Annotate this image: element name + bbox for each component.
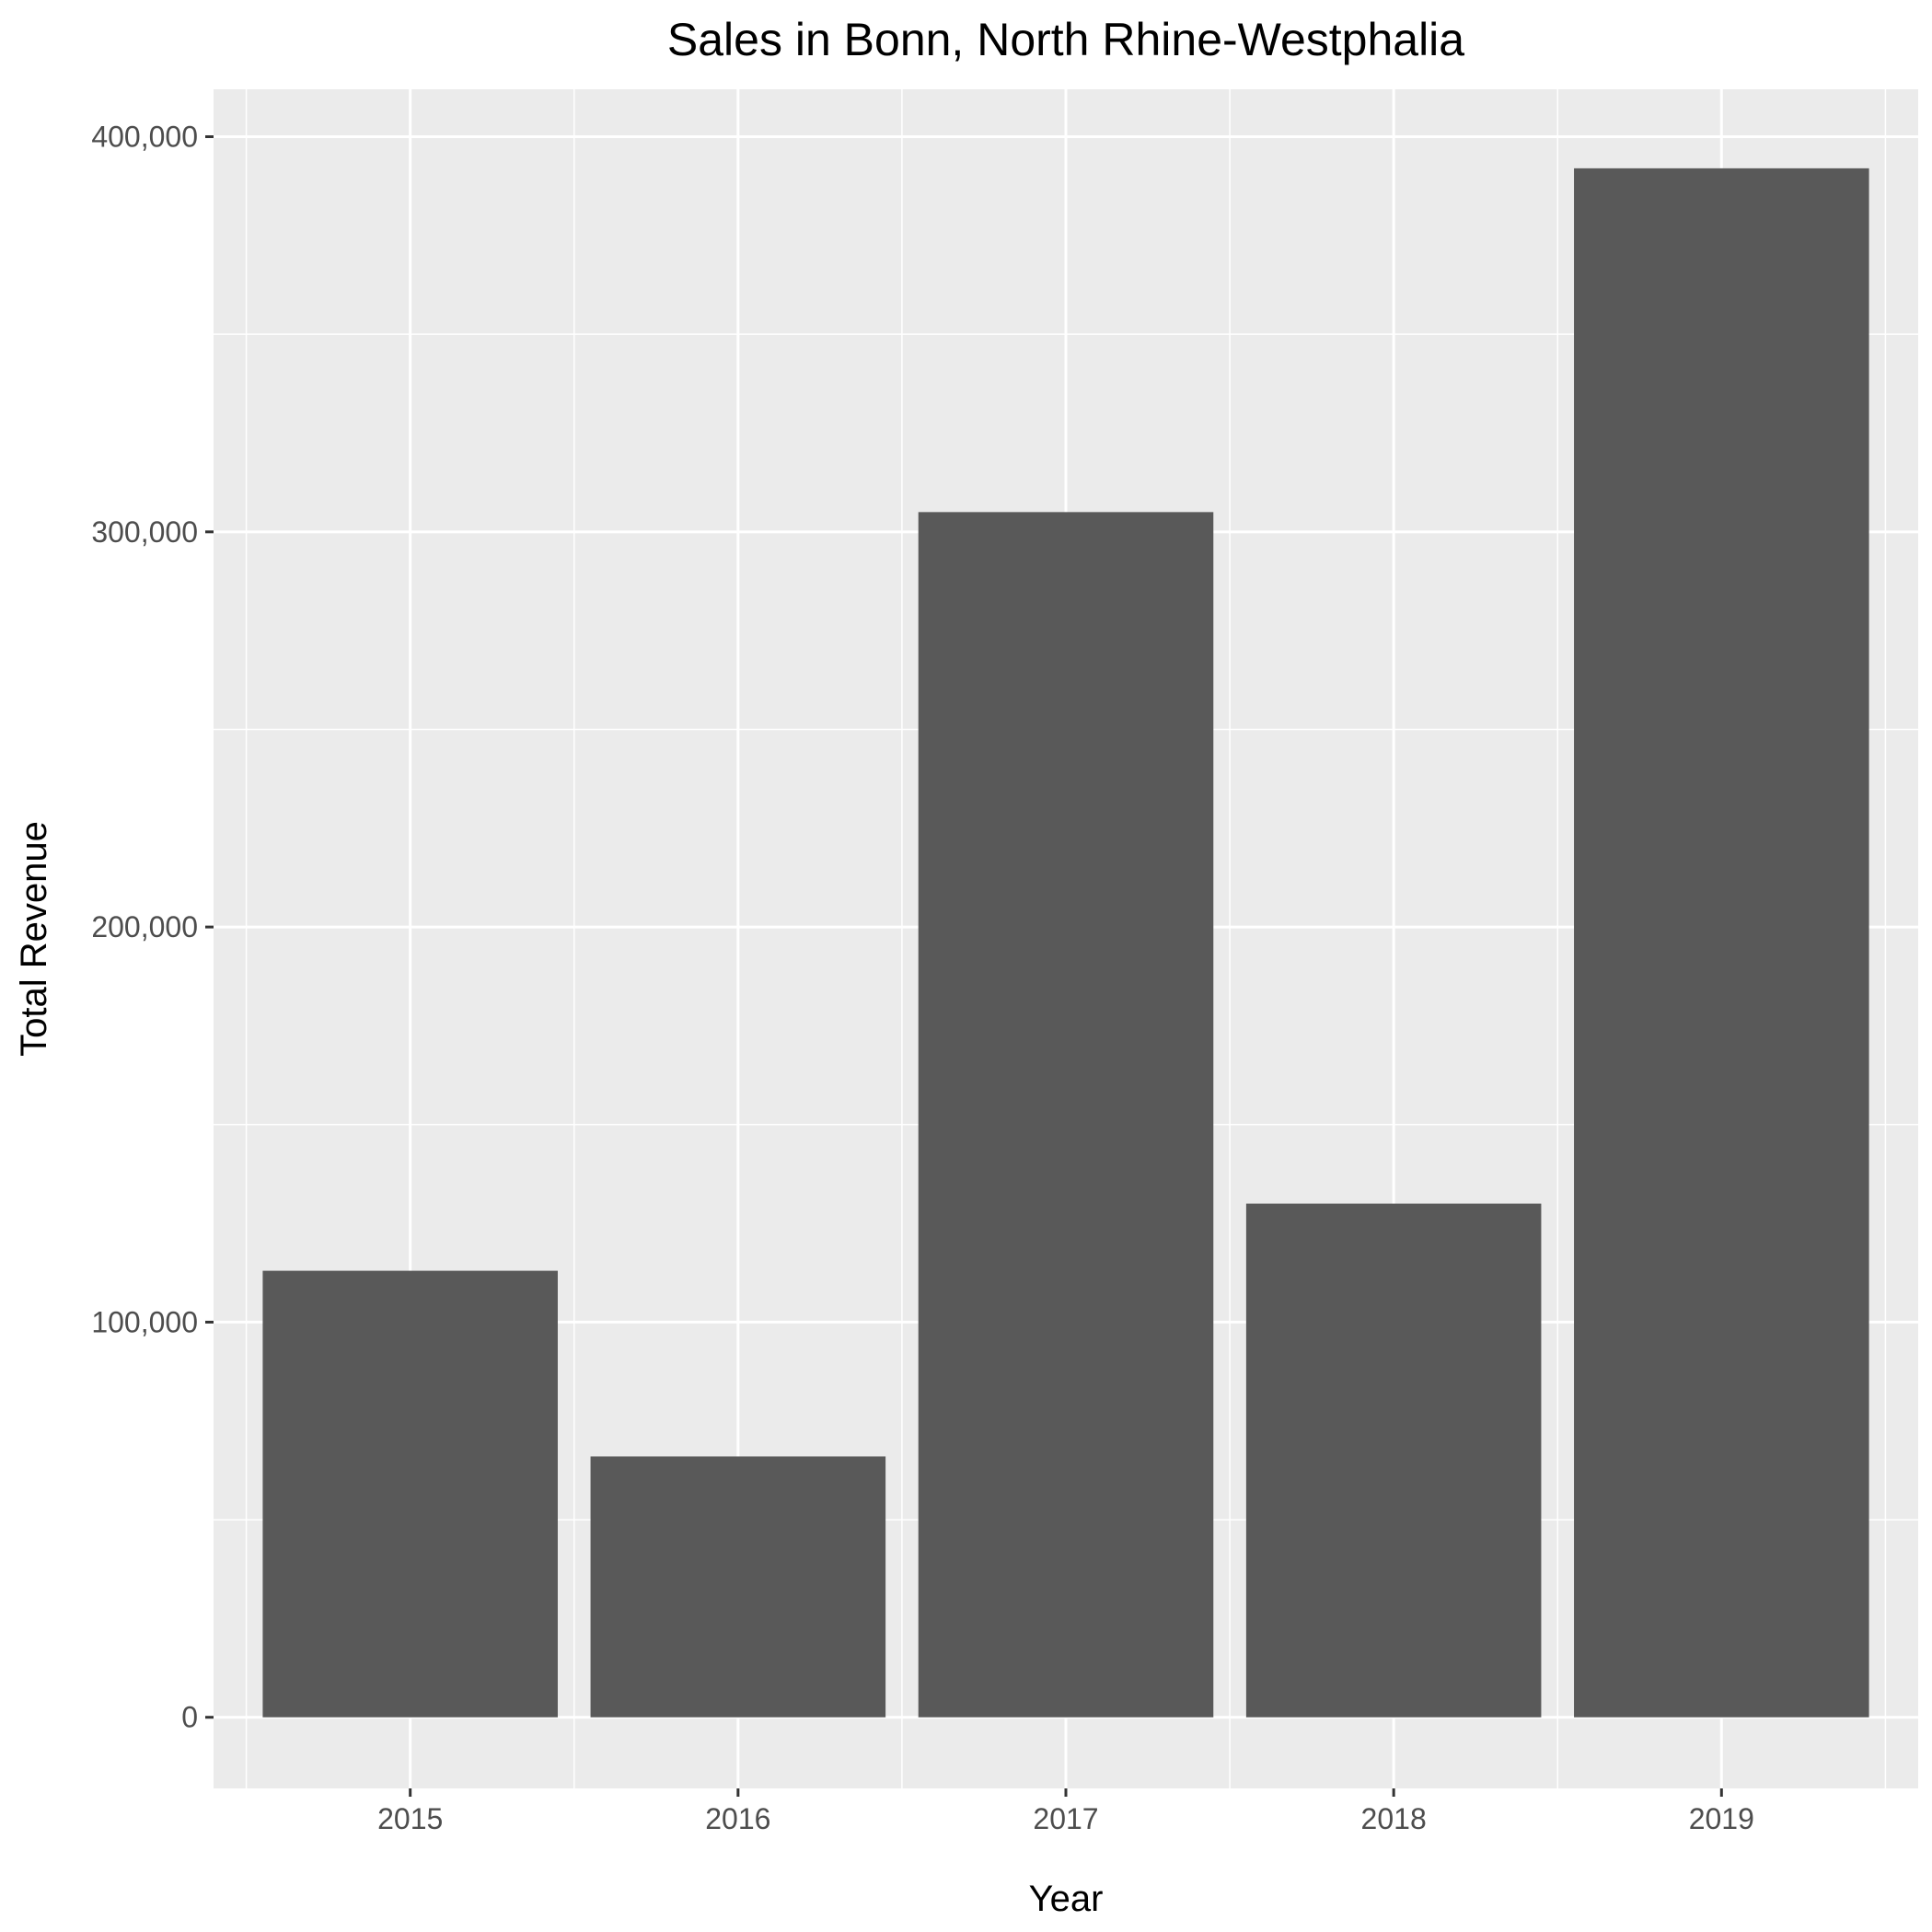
y-tick-label: 0 — [181, 1701, 198, 1734]
bar-2017 — [918, 512, 1214, 1718]
y-axis-title: Total Revenue — [14, 821, 54, 1057]
x-tick-label: 2019 — [1689, 1802, 1754, 1835]
bar-2015 — [262, 1270, 558, 1718]
x-axis-ticks: 2015 2016 2017 2018 2019 — [377, 1788, 1754, 1835]
bar-2016 — [590, 1456, 886, 1718]
chart-title: Sales in Bonn, North Rhine-Westphalia — [667, 14, 1464, 65]
x-tick-label: 2017 — [1033, 1802, 1098, 1835]
x-axis-title: Year — [1029, 1879, 1104, 1919]
bars — [262, 168, 1869, 1718]
x-tick-label: 2016 — [705, 1802, 770, 1835]
x-tick-label: 2015 — [377, 1802, 443, 1835]
y-tick-label: 300,000 — [91, 515, 198, 549]
y-tick-label: 200,000 — [91, 910, 198, 943]
x-tick-label: 2018 — [1361, 1802, 1427, 1835]
bar-2018 — [1245, 1203, 1542, 1718]
y-axis-ticks: 0 100,000 200,000 300,000 400,000 — [91, 121, 214, 1734]
y-tick-label: 100,000 — [91, 1305, 198, 1338]
bar-2019 — [1574, 168, 1869, 1718]
y-tick-label: 400,000 — [91, 121, 198, 154]
